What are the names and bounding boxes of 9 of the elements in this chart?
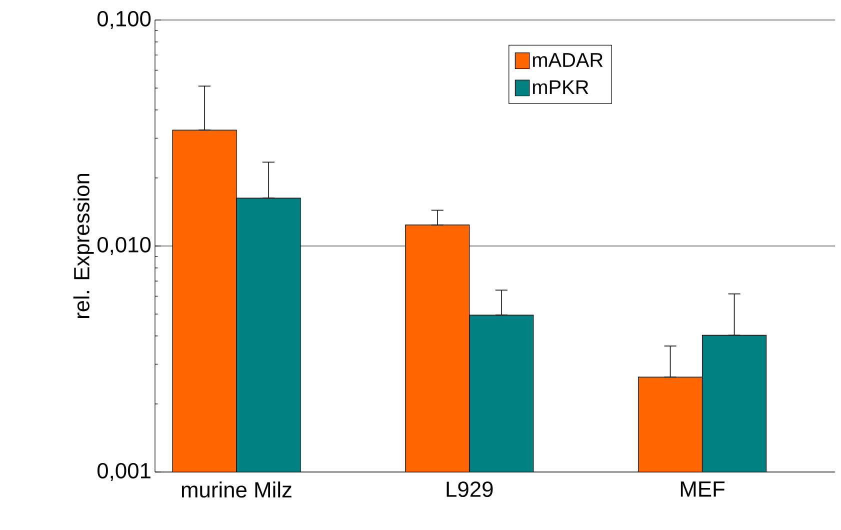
legend-label: mPKR <box>533 80 588 94</box>
y-tick-label: 0,100 <box>97 10 151 30</box>
y-axis-title: rel. Expression <box>73 174 94 318</box>
legend-label: mADAR <box>533 53 603 67</box>
y-tick-label: 0,010 <box>97 236 151 256</box>
x-tick-label: L929 <box>446 481 493 498</box>
x-tick-label: murine Milz <box>182 481 292 498</box>
y-tick-label: 0,001 <box>97 462 150 482</box>
x-tick-label: MEF <box>680 482 725 497</box>
